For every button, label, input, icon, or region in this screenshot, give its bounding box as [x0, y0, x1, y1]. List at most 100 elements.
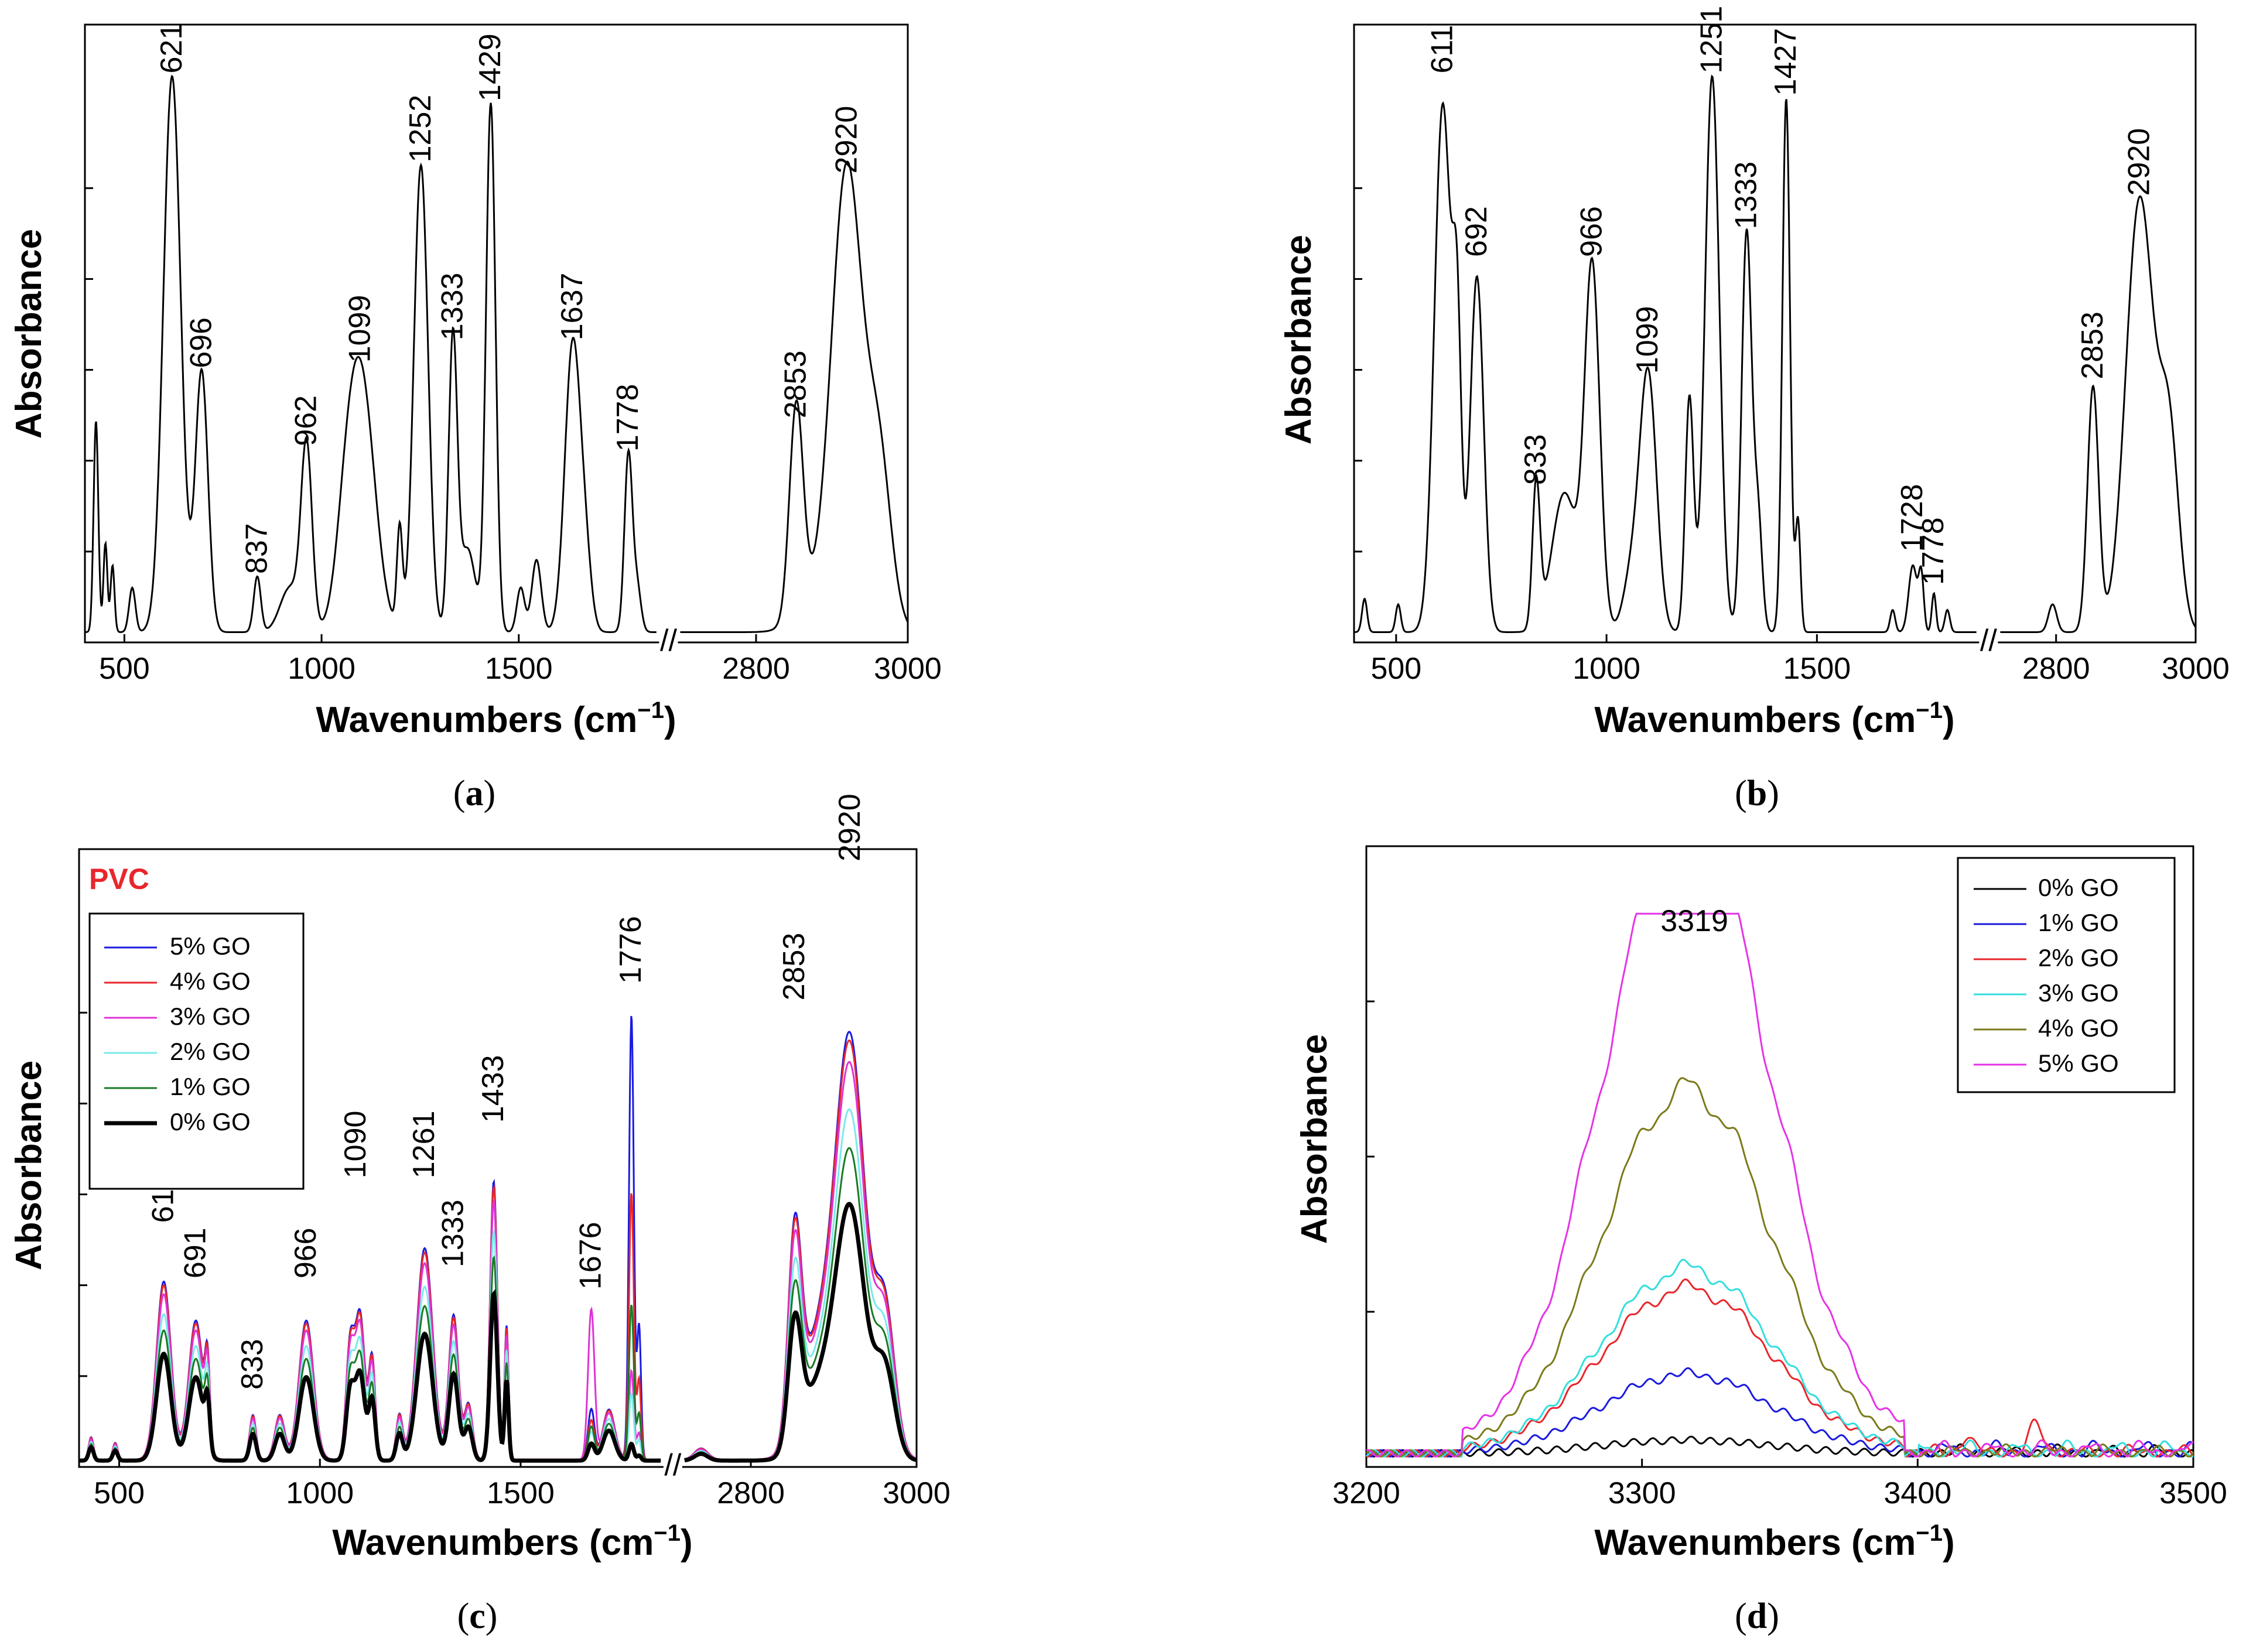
panel-c-legend-label: 3% GO	[170, 1003, 251, 1030]
panel-b-peak-label: 611	[1425, 25, 1459, 74]
panel-c-legend-label: 1% GO	[170, 1073, 251, 1100]
panel-a-peak-label: 1333	[435, 273, 469, 341]
panel-c-peak-label: 1090	[339, 1111, 372, 1179]
panel-d-ylabel: Absorbance	[1294, 1034, 1335, 1244]
panel-d-series-line	[1365, 1077, 2194, 1458]
panel-a-peak-label: 1778	[611, 384, 645, 452]
panel-a-peak-label: 1099	[343, 295, 377, 363]
panel-a-xtick-label: 3000	[874, 652, 942, 686]
panel-d-legend-label: 2% GO	[2038, 944, 2119, 972]
panel-d-series-line	[1366, 1435, 2194, 1458]
panel-c-legend-label: 5% GO	[170, 932, 251, 960]
panel-c-peak-label: 691	[178, 1227, 212, 1278]
panel-a-peak-label: 696	[184, 317, 218, 368]
panel-a-ylabel: Absorbance	[9, 229, 49, 439]
panel-a-plot: 621 696 837 962 1099 1252 1333 1429 1637 1778 2853…	[85, 23, 942, 686]
panel-d-series-line	[1365, 1367, 2194, 1458]
panel-c-legend-label: 2% GO	[170, 1038, 251, 1065]
panel-c-axis-break: //	[664, 1448, 681, 1482]
panel-a-series-line	[85, 74, 909, 633]
panel-c-series-line	[79, 1202, 917, 1463]
panel-a-peak-label: 1429	[473, 33, 507, 101]
panel-b-xtick-label: 2800	[2022, 652, 2090, 686]
panel-c-legend-label: 4% GO	[170, 967, 251, 995]
panel-b-xtick-label: 500	[1370, 652, 1421, 686]
panel-c-peak-label: 1676	[574, 1222, 608, 1290]
panel-d-legend-label: 5% GO	[2038, 1049, 2119, 1077]
panel-d-legend-label: 1% GO	[2038, 909, 2119, 936]
panel-a-xtick-label: 1500	[485, 652, 553, 686]
panel-b-peak-label: 1099	[1630, 306, 1664, 374]
panel-c-peak-label: 2853	[777, 933, 811, 1001]
panel-c-xtick-label: 1000	[286, 1476, 354, 1510]
panel-a-plot-frame	[84, 23, 909, 644]
panel-a-xtick-label: 1000	[288, 652, 355, 686]
panel-d-xtick-label: 3400	[1883, 1476, 1951, 1510]
panel-c-xtick-label: 3000	[883, 1476, 951, 1510]
panel-d-series-line	[1366, 1258, 2194, 1458]
panel-a-peak-label: 2853	[779, 351, 813, 419]
panel-b-xtick-label: 1500	[1783, 652, 1851, 686]
panel-d-caption: (d)	[1735, 1596, 1779, 1636]
panel-a-peak-label: 2920	[829, 106, 863, 174]
panel-c: Absorbance Wavenumbers (cm−1) (c) PVC 61…	[9, 793, 951, 1636]
panel-b-peak-label: 1333	[1729, 162, 1763, 230]
panel-d-legend-box	[1957, 857, 2176, 1093]
panel-b-peak-label: 2853	[2076, 312, 2110, 379]
panel-b-xtick-label: 1000	[1572, 652, 1640, 686]
panel-b-axis-break-gap	[1979, 638, 1998, 647]
panel-b-peak-label: 692	[1459, 206, 1493, 257]
panel-b-peak-label: 1251	[1694, 6, 1728, 74]
panel-c-caption: (c)	[457, 1596, 498, 1636]
panel-a-peak-label: 837	[240, 523, 274, 574]
panel-c-axis-break-gap	[663, 1462, 682, 1472]
panel-c-ylabel: Absorbance	[9, 1061, 49, 1270]
panel-c-xtick-label: 1500	[487, 1476, 555, 1510]
panel-a-peak-label: 962	[289, 395, 323, 446]
panel-c-title: PVC	[89, 863, 149, 895]
panel-c-xtick-label: 2800	[717, 1476, 785, 1510]
panel-b-series-line	[1354, 74, 2196, 633]
panel-a-peak-label: 1252	[404, 95, 437, 163]
panel-d-peak-label: 3319	[1660, 904, 1728, 938]
panel-d-legend-label: 4% GO	[2038, 1014, 2119, 1042]
panel-d-xtick-label: 3500	[2159, 1476, 2227, 1510]
panel-d-xlabel: Wavenumbers (cm−1)	[1594, 1520, 1954, 1563]
panel-a-xtick-label: 500	[99, 652, 150, 686]
panel-d-legend-label: 3% GO	[2038, 979, 2119, 1007]
panel-d-legend-label: 0% GO	[2038, 874, 2119, 901]
panel-a-xtick-label: 2800	[722, 652, 790, 686]
panel-c-peak-label: 833	[235, 1339, 269, 1390]
panel-d-plot: 3200 3300 3400 3500 3319	[1332, 845, 2227, 1510]
panel-b-caption: (b)	[1735, 774, 1779, 813]
panel-c-peak-label: 1433	[476, 1055, 510, 1123]
panel-b-plot-frame	[1353, 23, 2197, 644]
panel-d-xtick-label: 3200	[1332, 1476, 1400, 1510]
panel-d-legend: 0% GO 1% GO 2% GO 3% GO 4% GO 5% GO	[1957, 857, 2176, 1093]
panel-b-xtick-label: 3000	[2162, 652, 2230, 686]
panel-a-axis-break-gap	[659, 638, 678, 647]
panel-c-xtick-label: 500	[94, 1476, 145, 1510]
panel-b-peak-label: 1427	[1769, 28, 1803, 96]
panel-d-xtick-label: 3300	[1608, 1476, 1676, 1510]
panel-b-peak-label: 833	[1519, 434, 1553, 485]
panel-c-legend-box	[88, 912, 305, 1190]
panel-a: Absorbance Wavenumbers (cm−1) (a) 621 696…	[9, 23, 942, 813]
panel-b: Absorbance Wavenumbers (cm−1) (b) 611 692…	[1278, 6, 2230, 813]
panel-b-axis-break: //	[1980, 624, 1997, 658]
panel-b-peak-label: 1728	[1895, 484, 1929, 552]
panel-d: Absorbance Wavenumbers (cm−1) (d) 3200 33…	[1294, 845, 2227, 1636]
panel-b-peak-label: 966	[1575, 206, 1609, 257]
panel-d-series-line	[1366, 912, 2194, 1458]
panel-a-axis-break: //	[660, 624, 677, 658]
panel-c-peak-label: 1333	[436, 1199, 470, 1267]
panel-c-peak-label: 2920	[833, 793, 867, 861]
panel-b-ylabel: Absorbance	[1278, 235, 1319, 444]
panel-c-peak-label: 966	[289, 1227, 323, 1278]
panel-c-legend-label: 0% GO	[170, 1108, 251, 1135]
panel-c-xlabel: Wavenumbers (cm−1)	[332, 1520, 692, 1563]
panel-c-peak-label: 1261	[407, 1111, 441, 1179]
